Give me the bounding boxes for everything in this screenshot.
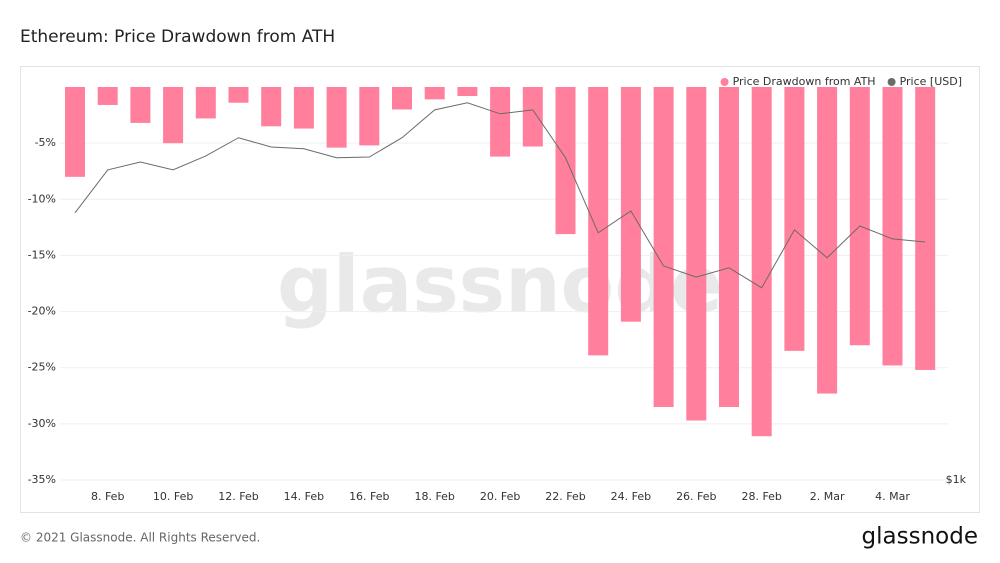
x-tick-label: 26. Feb <box>676 490 716 503</box>
x-tick-label: 12. Feb <box>218 490 258 503</box>
x-tick-label: 10. Feb <box>153 490 193 503</box>
bar <box>261 87 282 127</box>
bar <box>522 87 543 147</box>
bar <box>817 87 838 394</box>
y2-tick-label: $1k <box>946 473 967 486</box>
bar <box>620 87 641 322</box>
x-tick-label: 16. Feb <box>349 490 389 503</box>
bar <box>751 87 772 437</box>
brand-logo: glassnode <box>862 524 978 550</box>
bar <box>719 87 739 408</box>
legend-swatch <box>887 78 896 86</box>
footer: © 2021 Glassnode. All Rights Reserved. <box>20 531 260 545</box>
x-tick-label: 20. Feb <box>480 490 520 503</box>
legend-swatch <box>720 78 729 86</box>
y-tick-label: -10% <box>28 192 56 205</box>
bar <box>849 87 870 346</box>
y-tick-label: -25% <box>28 361 56 374</box>
bar <box>293 87 314 129</box>
bar <box>359 87 380 146</box>
bar <box>424 87 445 100</box>
x-tick-label: 14. Feb <box>284 490 324 503</box>
price-line <box>74 102 926 289</box>
bar <box>195 87 216 119</box>
y-tick-label: -35% <box>28 473 56 486</box>
bar <box>457 87 478 96</box>
bar <box>130 87 151 123</box>
x-tick-label: 18. Feb <box>414 490 454 503</box>
bar <box>588 87 609 356</box>
x-tick-label: 22. Feb <box>545 490 585 503</box>
bar <box>882 87 903 366</box>
y-tick-label: -5% <box>35 136 56 149</box>
y-tick-label: -20% <box>28 305 56 318</box>
bar <box>915 87 936 370</box>
bar <box>686 87 707 421</box>
chart-title: Ethereum: Price Drawdown from ATH <box>20 27 335 47</box>
bar <box>555 87 576 235</box>
x-tick-label: 24. Feb <box>611 490 651 503</box>
bar <box>653 87 674 408</box>
bar <box>163 87 184 144</box>
x-tick-label: 8. Feb <box>91 490 124 503</box>
y-tick-label: -15% <box>28 248 56 261</box>
x-tick-label: 2. Mar <box>810 490 845 503</box>
bar <box>326 87 347 148</box>
bar <box>784 87 805 351</box>
bar <box>490 87 511 157</box>
bar <box>65 87 85 177</box>
bar <box>97 87 118 105</box>
legend-label: Price [USD] <box>900 75 962 88</box>
legend-label: Price Drawdown from ATH <box>733 75 876 88</box>
y-tick-label: -30% <box>28 417 56 430</box>
x-tick-label: 4. Mar <box>875 490 910 503</box>
x-tick-label: 28. Feb <box>741 490 781 503</box>
bar <box>392 87 412 110</box>
bar <box>228 87 249 103</box>
